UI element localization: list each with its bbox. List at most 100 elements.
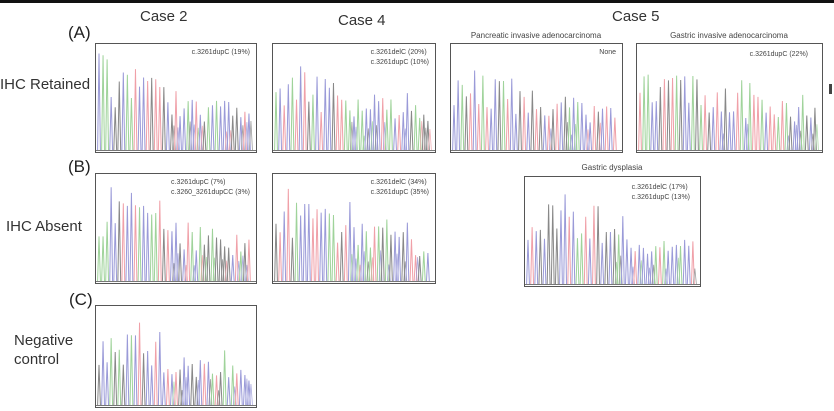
- trace-peak: [294, 99, 299, 151]
- trace-peak: [137, 207, 142, 282]
- trace-peak: [190, 364, 195, 406]
- trace-peak: [298, 215, 303, 282]
- trace-peak: [800, 94, 805, 151]
- chromatogram-panel: [95, 305, 257, 408]
- trace-peak: [417, 256, 422, 282]
- trace-peak: [113, 223, 118, 282]
- trace-peak: [456, 80, 461, 151]
- trace-peak: [662, 240, 666, 285]
- trace-peak: [222, 350, 227, 406]
- trace-peak: [571, 97, 576, 151]
- column-header-case4: Case 4: [338, 12, 386, 29]
- trace-peak: [323, 78, 328, 151]
- trace-peak: [161, 87, 166, 151]
- trace-peak: [174, 372, 178, 406]
- secondary-peak: [249, 383, 253, 406]
- panel-label-a: (A): [68, 23, 91, 42]
- trace-peak: [109, 96, 114, 151]
- trace-peak: [194, 101, 199, 151]
- chromatogram-panel: c.3261dupC (22%): [636, 43, 823, 153]
- trace-peak: [596, 206, 600, 285]
- trace-peak: [125, 74, 130, 151]
- trace-peak: [629, 247, 633, 285]
- trace-peak: [686, 102, 691, 151]
- trace-peak: [612, 117, 617, 151]
- trace-peak: [278, 88, 283, 151]
- trace-peak: [101, 236, 105, 282]
- trace-peak: [339, 99, 344, 151]
- trace-peak: [559, 102, 564, 151]
- trace-peak: [170, 231, 174, 282]
- row-label-line-1: Negative: [14, 332, 74, 349]
- trace-peak: [214, 100, 219, 151]
- trace-peak: [555, 103, 560, 151]
- trace-peak: [206, 235, 211, 282]
- trace-peak: [476, 103, 481, 151]
- trace-peak: [149, 214, 154, 282]
- trace-peak: [113, 107, 118, 151]
- trace-peak: [202, 121, 207, 151]
- trace-peak: [376, 101, 381, 151]
- trace-peak: [125, 334, 130, 406]
- trace-peak: [206, 361, 211, 406]
- trace-peak: [670, 246, 675, 285]
- trace-peak: [509, 78, 514, 151]
- chromatogram-trace: [96, 322, 256, 406]
- trace-peak: [682, 76, 687, 151]
- trace-peak: [105, 59, 110, 151]
- trace-peak: [247, 239, 251, 282]
- trace-peak: [409, 110, 414, 151]
- trace-peak: [731, 111, 736, 151]
- trace-peak: [678, 246, 683, 285]
- trace-peak: [311, 218, 315, 282]
- trace-peak: [133, 69, 138, 151]
- trace-peak: [772, 114, 777, 151]
- trace-peak: [401, 112, 406, 151]
- trace-peak: [764, 112, 769, 151]
- trace-peak: [389, 234, 393, 282]
- trace-peak: [234, 234, 239, 282]
- trace-peak: [567, 216, 572, 285]
- trace-peak: [380, 227, 385, 282]
- trace-peak: [186, 222, 191, 282]
- trace-peak: [238, 369, 243, 406]
- trace-peak: [756, 96, 760, 151]
- trace-peak: [666, 80, 671, 151]
- chromatogram-panel: c.3261dupC (7%) c.3260_3261dupCC (3%): [95, 173, 257, 284]
- trace-peak: [352, 227, 356, 282]
- trace-peak: [226, 101, 231, 151]
- trace-peak: [389, 99, 393, 151]
- chromatogram-trace: [451, 70, 622, 151]
- trace-peak: [571, 211, 576, 285]
- annotation-line: c.3261dupC (35%): [370, 189, 429, 196]
- trace-peak: [137, 86, 142, 151]
- trace-peak: [190, 231, 195, 282]
- secondary-peak: [692, 268, 697, 285]
- trace-peak: [497, 81, 502, 151]
- trace-peak: [186, 101, 191, 151]
- trace-peak: [747, 83, 752, 151]
- trace-peak: [719, 111, 724, 151]
- trace-peak: [97, 53, 101, 151]
- subtitle-pancreatic: Pancreatic invasive adenocarcinoma: [470, 31, 602, 40]
- mutation-annotation: c.3261delC (17%) c.3261dupC (13%): [632, 183, 690, 203]
- trace-peak: [161, 372, 166, 406]
- trace-peak: [198, 227, 203, 282]
- trace-peak: [587, 238, 592, 285]
- trace-peak: [145, 81, 150, 151]
- trace-peak: [608, 231, 613, 285]
- trace-peak: [711, 107, 716, 151]
- trace-peak: [592, 105, 597, 151]
- trace-peak: [165, 368, 170, 406]
- trace-peak: [542, 238, 547, 285]
- trace-peak: [413, 105, 418, 151]
- trace-peak: [226, 247, 231, 282]
- trace-peak: [646, 74, 651, 151]
- trace-peak: [311, 94, 315, 151]
- trace-peak: [178, 243, 182, 282]
- trace-peak: [153, 79, 158, 151]
- trace-peak: [409, 239, 414, 282]
- trace-peak: [97, 236, 101, 282]
- row-label-ihc-retained: IHC Retained: [0, 76, 91, 93]
- trace-peak: [125, 205, 130, 282]
